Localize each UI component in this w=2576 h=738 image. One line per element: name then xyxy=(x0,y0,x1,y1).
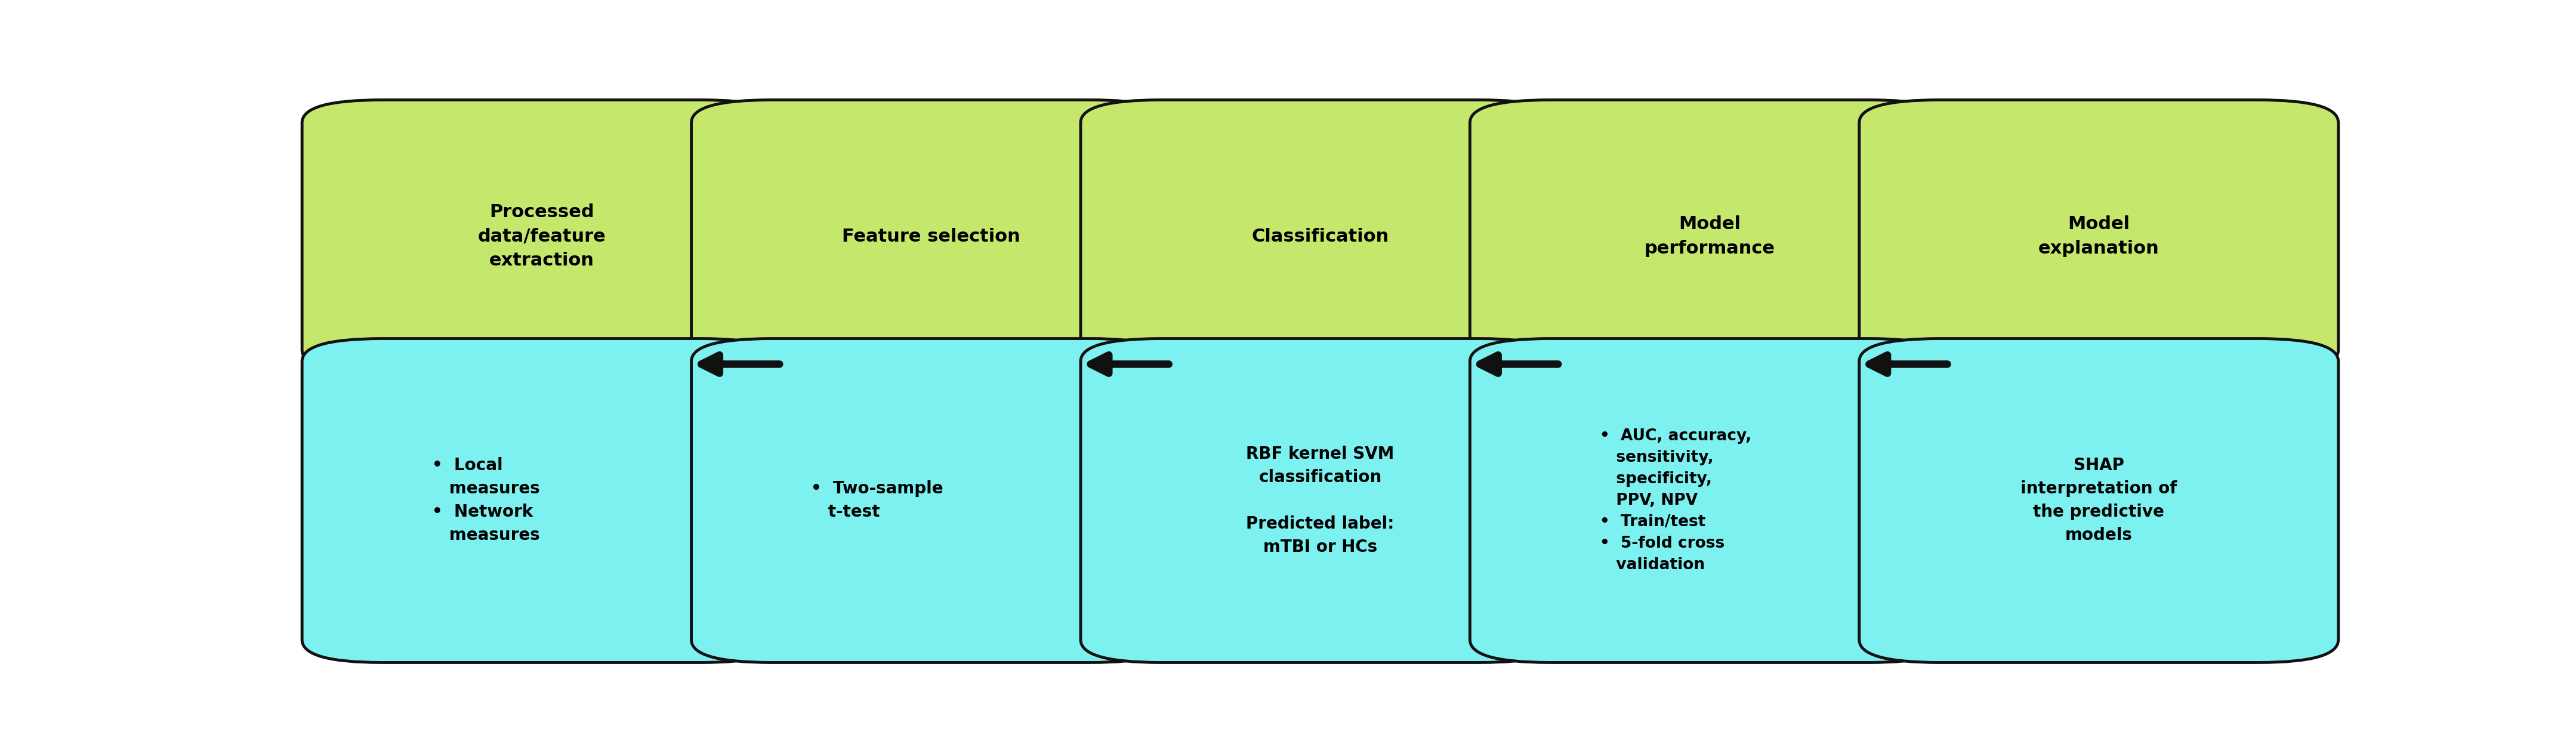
FancyBboxPatch shape xyxy=(301,339,781,663)
FancyBboxPatch shape xyxy=(1082,339,1561,663)
Text: Model
performance: Model performance xyxy=(1643,215,1775,257)
FancyBboxPatch shape xyxy=(1471,100,1950,373)
Text: SHAP
interpretation of
the predictive
models: SHAP interpretation of the predictive mo… xyxy=(2020,458,2177,544)
FancyBboxPatch shape xyxy=(1860,100,2339,373)
Text: •  Two-sample
   t-test: • Two-sample t-test xyxy=(811,480,943,520)
Text: •  Local
   measures
•  Network
   measures: • Local measures • Network measures xyxy=(433,458,538,544)
FancyBboxPatch shape xyxy=(690,100,1170,373)
Text: Model
explanation: Model explanation xyxy=(2038,215,2159,257)
FancyBboxPatch shape xyxy=(301,100,781,373)
FancyBboxPatch shape xyxy=(1471,339,1950,663)
Text: RBF kernel SVM
classification

Predicted label:
mTBI or HCs: RBF kernel SVM classification Predicted … xyxy=(1247,446,1394,556)
Text: •  AUC, accuracy,
   sensitivity,
   specificity,
   PPV, NPV
•  Train/test
•  5: • AUC, accuracy, sensitivity, specificit… xyxy=(1600,428,1752,573)
FancyBboxPatch shape xyxy=(1082,100,1561,373)
Text: Processed
data/feature
extraction: Processed data/feature extraction xyxy=(477,204,605,269)
FancyBboxPatch shape xyxy=(1860,339,2339,663)
Text: Feature selection: Feature selection xyxy=(842,227,1020,245)
Text: Classification: Classification xyxy=(1252,227,1388,245)
FancyBboxPatch shape xyxy=(690,339,1170,663)
